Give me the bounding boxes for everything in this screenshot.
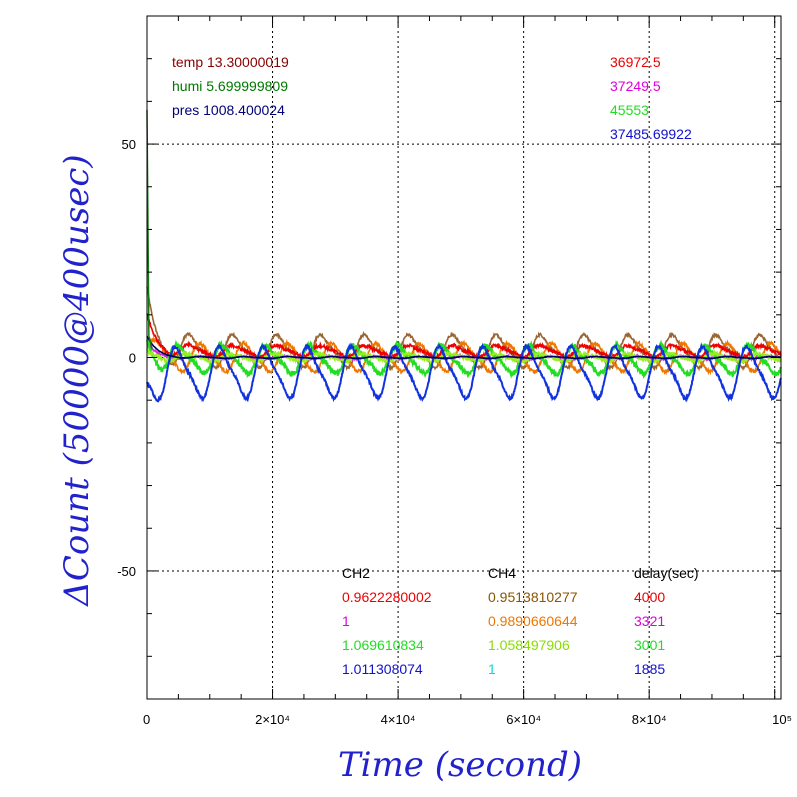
table-cell: 1.011308074 [342,661,423,677]
table-cell: 0.9513810277 [488,589,578,605]
count-value: 36972.5 [610,54,661,70]
table-header: delay(sec) [634,565,699,581]
count-value: 37249.5 [610,78,661,94]
table-cell: 4000 [634,589,665,605]
annotations: temp 13.30000019 humi 5.699999809 pres 100… [172,54,699,677]
y-tick-label: 0 [129,351,136,366]
x-tick-label: 2×10⁴ [255,712,290,727]
table-cell: 3321 [634,613,665,629]
x-tick-label: 4×10⁴ [381,712,416,727]
y-tick-label: -50 [117,564,136,579]
y-tick-label: 50 [122,137,136,152]
table-header: CH2 [342,565,370,581]
table-cell: 1.058497906 [488,637,570,653]
series-line-6 [146,342,782,403]
table-cell: 1.069610834 [342,637,424,653]
series-line-4 [146,338,782,379]
plot-frame [146,15,782,700]
env-reading: temp 13.30000019 [172,54,289,70]
initial-spike [146,109,153,350]
table-cell: 3001 [634,637,665,653]
x-tick-label: 0 [143,712,150,727]
env-reading: pres 1008.400024 [172,102,285,118]
series-line-7 [146,335,782,360]
env-reading: humi 5.699999809 [172,78,288,94]
x-axis-title: Time (second) [338,745,582,785]
x-tick-label: 10⁵ [772,712,792,727]
x-tick-label: 6×10⁴ [506,712,541,727]
count-value: 45553 [610,102,649,118]
y-axis-title: ΔCount (50000@400usec) [57,154,97,607]
tick-labels: 0 2×10⁴ 4×10⁴ 6×10⁴ 8×10⁴ 10⁵ 50 0 -50 [117,137,792,727]
series-layer [146,109,782,403]
table-header: CH4 [488,565,516,581]
x-tick-label: 8×10⁴ [632,712,667,727]
table-cell: 0.9622280002 [342,589,432,605]
table-cell: 1 [342,613,350,629]
count-value: 37485.69922 [610,126,692,142]
table-cell: 1885 [634,661,665,677]
table-cell: 1 [488,661,496,677]
table-cell: 0.9890660644 [488,613,578,629]
series-line-2 [146,313,782,362]
